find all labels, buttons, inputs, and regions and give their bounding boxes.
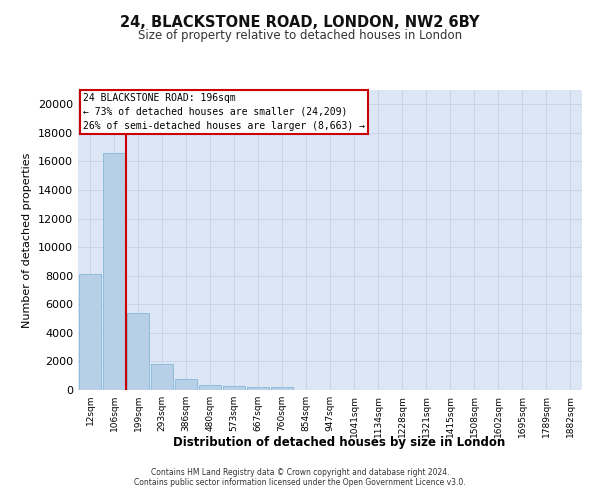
Bar — [271, 387, 293, 390]
Bar — [199, 385, 221, 390]
Y-axis label: Number of detached properties: Number of detached properties — [22, 152, 32, 328]
Bar — [151, 364, 173, 390]
Bar — [79, 274, 101, 390]
Text: 24 BLACKSTONE ROAD: 196sqm
← 73% of detached houses are smaller (24,209)
26% of : 24 BLACKSTONE ROAD: 196sqm ← 73% of deta… — [83, 93, 365, 131]
Text: Distribution of detached houses by size in London: Distribution of detached houses by size … — [173, 436, 505, 449]
Bar — [175, 378, 197, 390]
Text: Size of property relative to detached houses in London: Size of property relative to detached ho… — [138, 30, 462, 43]
Bar — [127, 313, 149, 390]
Bar — [247, 387, 269, 390]
Text: 24, BLACKSTONE ROAD, LONDON, NW2 6BY: 24, BLACKSTONE ROAD, LONDON, NW2 6BY — [120, 15, 480, 30]
Text: Contains public sector information licensed under the Open Government Licence v3: Contains public sector information licen… — [134, 478, 466, 487]
Bar — [223, 386, 245, 390]
Text: Contains HM Land Registry data © Crown copyright and database right 2024.: Contains HM Land Registry data © Crown c… — [151, 468, 449, 477]
Bar — [103, 153, 125, 390]
